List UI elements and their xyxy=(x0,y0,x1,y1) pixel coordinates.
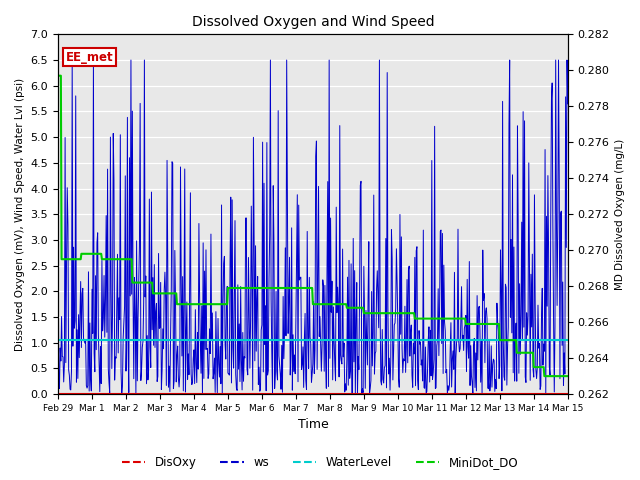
Title: Dissolved Oxygen and Wind Speed: Dissolved Oxygen and Wind Speed xyxy=(191,15,434,29)
Text: EE_met: EE_met xyxy=(66,50,113,63)
Y-axis label: Dissolved Oxygen (mV), Wind Speed, Water Lvl (psi): Dissolved Oxygen (mV), Wind Speed, Water… xyxy=(15,78,25,351)
Legend: DisOxy, ws, WaterLevel, MiniDot_DO: DisOxy, ws, WaterLevel, MiniDot_DO xyxy=(117,452,523,474)
X-axis label: Time: Time xyxy=(298,419,328,432)
Y-axis label: MD Dissolved Oxygen (mg/L): MD Dissolved Oxygen (mg/L) xyxy=(615,139,625,290)
